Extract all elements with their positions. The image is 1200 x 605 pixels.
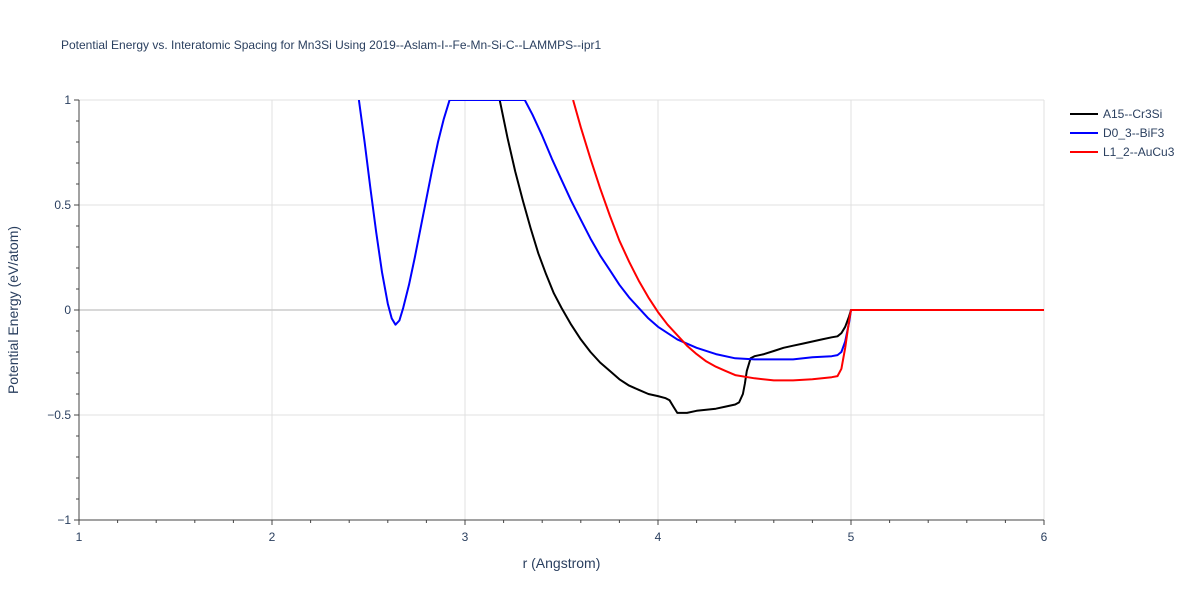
x-tick-label: 4 (655, 530, 662, 544)
legend-label[interactable]: L1_2--AuCu3 (1103, 145, 1175, 159)
x-axis-title: r (Angstrom) (523, 555, 601, 571)
legend-label[interactable]: A15--Cr3Si (1103, 107, 1162, 121)
y-tick-label: −1 (57, 513, 71, 527)
x-tick-label: 6 (1041, 530, 1048, 544)
series-line-1[interactable] (498, 100, 1044, 414)
series-line-2[interactable] (357, 100, 1044, 361)
chart-title: Potential Energy vs. Interatomic Spacing… (61, 38, 602, 52)
x-tick-label: 2 (269, 530, 276, 544)
series-group (357, 100, 1044, 414)
y-tick-label: 0.5 (54, 198, 71, 212)
x-tick-label: 3 (462, 530, 469, 544)
y-tick-label: 0 (64, 303, 71, 317)
x-tick-label: 5 (848, 530, 855, 544)
x-tick-label: 1 (76, 530, 83, 544)
y-tick-label: 1 (64, 93, 71, 107)
y-tick-label: −0.5 (47, 408, 71, 422)
legend-label[interactable]: D0_3--BiF3 (1103, 126, 1165, 140)
y-axis-title: Potential Energy (eV/atom) (5, 226, 21, 394)
series-line-3[interactable] (572, 100, 1044, 382)
